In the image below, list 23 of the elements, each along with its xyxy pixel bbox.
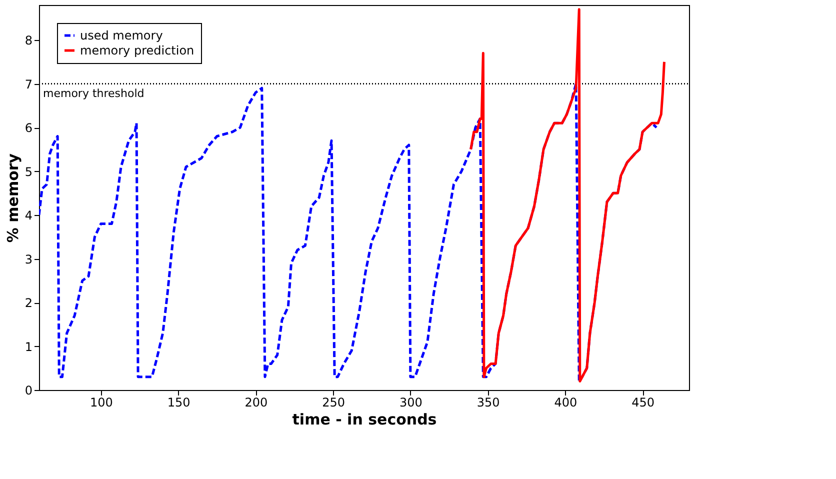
x-axis-title: time - in seconds bbox=[292, 410, 437, 428]
x-tick-label: 200 bbox=[244, 396, 268, 410]
y-tick-label: 8 bbox=[24, 34, 32, 48]
y-tick-label: 1 bbox=[24, 340, 32, 354]
line-series bbox=[470, 8, 666, 382]
ref-line-label: memory threshold bbox=[43, 86, 144, 100]
y-tick-label: 0 bbox=[24, 384, 32, 398]
y-axis-title: % memory bbox=[4, 153, 22, 243]
y-tick-label: 2 bbox=[24, 296, 32, 310]
legend-label: memory prediction bbox=[80, 44, 194, 58]
x-tick-label: 350 bbox=[476, 396, 500, 410]
legend-label: used memory bbox=[80, 28, 163, 42]
x-tick-label: 300 bbox=[399, 396, 422, 410]
x-tick-label: 100 bbox=[90, 396, 113, 410]
y-tick-label: 3 bbox=[24, 252, 32, 266]
x-tick-label: 150 bbox=[167, 396, 190, 410]
x-tick-label: 450 bbox=[632, 396, 655, 410]
y-tick-label: 5 bbox=[24, 164, 32, 179]
x-tick-label: 250 bbox=[322, 396, 345, 410]
y-tick-label: 6 bbox=[24, 121, 32, 135]
y-tick-label: 4 bbox=[24, 208, 32, 222]
y-tick-label: 7 bbox=[24, 77, 32, 92]
x-tick-label: 400 bbox=[554, 396, 578, 410]
